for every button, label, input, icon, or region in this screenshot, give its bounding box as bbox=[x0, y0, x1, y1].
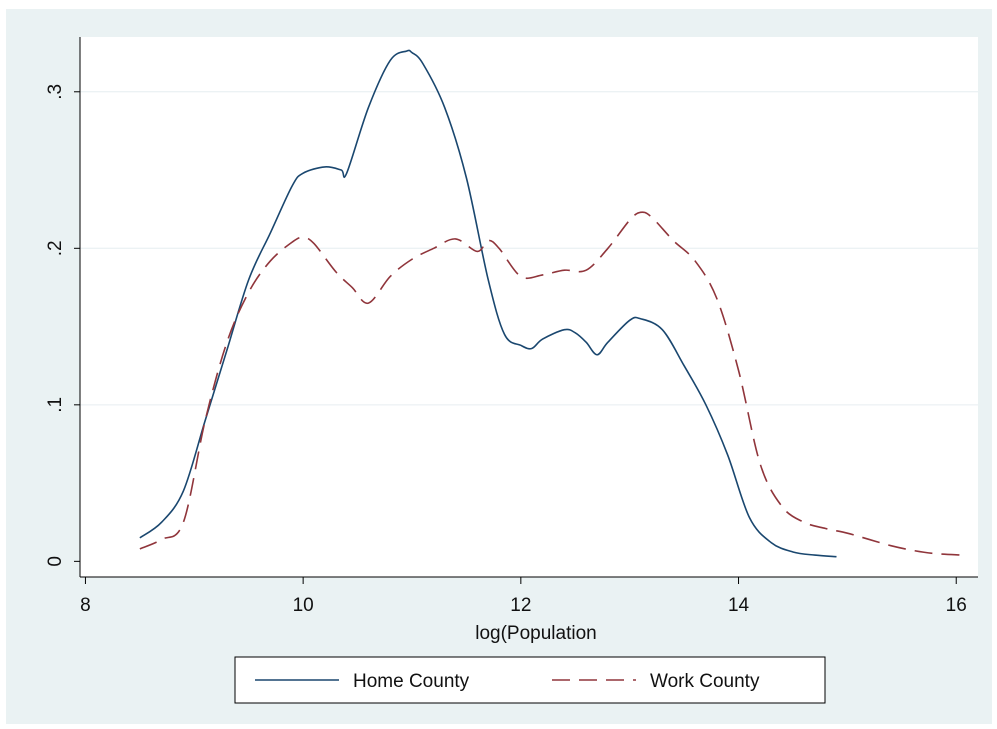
density-line-chart: 0 .1 .2 .3 8 10 12 14 16 log(Population Home Co… bbox=[45, 37, 978, 704]
y-tick-label: 0 bbox=[45, 556, 66, 567]
x-ticks: 8 10 12 14 16 bbox=[80, 577, 967, 616]
y-tick-label: .3 bbox=[45, 84, 66, 100]
y-tick-label: .2 bbox=[45, 240, 66, 256]
x-tick-label: 14 bbox=[728, 595, 750, 616]
plot-area bbox=[80, 37, 978, 577]
legend-label-home-county: Home County bbox=[353, 671, 470, 692]
x-tick-label: 12 bbox=[510, 595, 531, 616]
series-lines bbox=[139, 49, 962, 558]
y-ticks: 0 .1 .2 .3 bbox=[45, 84, 80, 567]
x-axis-label: log(Population bbox=[475, 623, 596, 644]
gridlines bbox=[80, 91, 978, 406]
x-tick-label: 10 bbox=[293, 595, 314, 616]
chart-figure: 0 .1 .2 .3 8 10 12 14 16 log(Population Home Co… bbox=[6, 9, 992, 724]
legend: Home County Work County bbox=[234, 656, 826, 704]
x-tick-label: 8 bbox=[80, 595, 91, 616]
y-tick-label: .1 bbox=[45, 397, 66, 413]
series-line-home-county bbox=[139, 49, 837, 558]
series-line-work-county bbox=[139, 211, 962, 556]
legend-label-work-county: Work County bbox=[650, 671, 760, 692]
x-tick-label: 16 bbox=[946, 595, 967, 616]
axes bbox=[79, 37, 978, 578]
